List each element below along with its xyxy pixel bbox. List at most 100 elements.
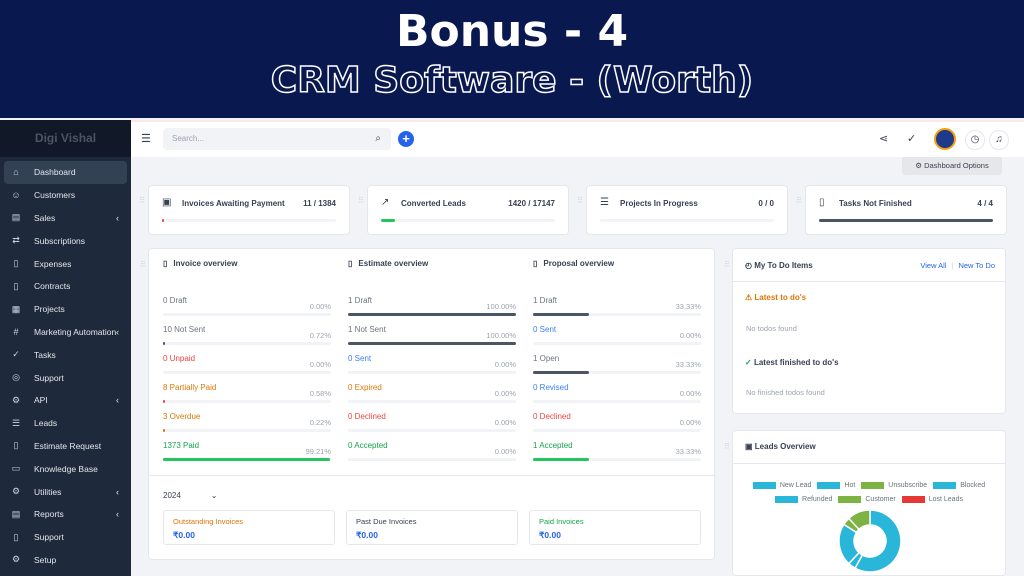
- drag-handle-icon[interactable]: ⠿: [724, 260, 730, 269]
- stat-card[interactable]: ↗ Converted Leads 1420 / 17147: [367, 185, 569, 235]
- row-progress-bar: [533, 400, 701, 403]
- sidebar-item-projects[interactable]: ▦ Projects: [4, 298, 127, 321]
- donut-slice-new-lead[interactable]: [854, 509, 902, 573]
- overview-row[interactable]: 0 Declined 0.00%: [348, 403, 516, 432]
- summary-box[interactable]: Paid Invoices ₹0.00: [529, 510, 701, 545]
- legend-item[interactable]: Refunded: [775, 493, 832, 506]
- legend-item[interactable]: New Lead: [752, 479, 811, 492]
- sidebar-item-label: Customers: [34, 190, 76, 201]
- menu-toggle-icon[interactable]: ☰: [141, 133, 151, 145]
- check-icon[interactable]: ✓: [907, 133, 917, 145]
- sidebar-item-reports[interactable]: ▤ Reports ‹: [4, 503, 127, 526]
- check-circle-icon: ✓: [12, 349, 20, 360]
- row-label: 1 Accepted: [533, 441, 573, 450]
- summary-label: Past Due Invoices: [356, 517, 417, 526]
- sidebar-item-label: Sales: [34, 212, 56, 223]
- row-progress-bar: [163, 400, 331, 403]
- legend-item[interactable]: Unsubscribe: [861, 479, 927, 492]
- overview-row[interactable]: 0 Unpaid 0.00%: [163, 345, 331, 374]
- stat-card[interactable]: ▯ Tasks Not Finished 4 / 4: [805, 185, 1007, 235]
- legend-swatch: [775, 496, 799, 503]
- drag-handle-icon[interactable]: ⠿: [724, 442, 730, 451]
- drag-handle-icon[interactable]: ⠿: [140, 260, 146, 269]
- sidebar-item-estimate-request[interactable]: ▯ Estimate Request: [4, 435, 127, 458]
- sidebar-item-utilities[interactable]: ⚙ Utilities ‹: [4, 480, 127, 503]
- stat-icon: ☰: [600, 197, 609, 208]
- sidebar-item-contracts[interactable]: ▯ Contracts: [4, 275, 127, 298]
- overview-row[interactable]: 1373 Paid 99.21%: [163, 432, 331, 461]
- sidebar-item-support[interactable]: ▯ Support: [4, 526, 127, 549]
- dashboard-options-button[interactable]: ⚙ Dashboard Options: [902, 157, 1002, 175]
- drag-handle-icon[interactable]: ⠿: [358, 196, 364, 205]
- legend-item[interactable]: Hot: [817, 479, 855, 492]
- overview-row[interactable]: 0 Revised 0.00%: [533, 374, 701, 403]
- summary-box[interactable]: Outstanding Invoices ₹0.00: [163, 510, 335, 545]
- file-icon: ▯: [13, 258, 19, 269]
- new-todo-link[interactable]: New To Do: [958, 261, 995, 270]
- chevron-left-icon: ‹: [116, 486, 119, 497]
- finished-todos-text: Latest finished to do's: [753, 358, 839, 367]
- latest-todos-heading: ⚠ Latest to do's: [745, 293, 807, 302]
- folder-icon: ▭: [11, 463, 21, 474]
- sidebar-item-support[interactable]: ◎ Support: [4, 366, 127, 389]
- overview-row[interactable]: 0 Accepted 0.00%: [348, 432, 516, 461]
- bell-icon[interactable]: ♫: [989, 130, 1009, 150]
- overview-row[interactable]: 8 Partially Paid 0.58%: [163, 374, 331, 403]
- sidebar-item-sales[interactable]: ▤ Sales ‹: [4, 207, 127, 230]
- stat-icon: ▣: [162, 197, 172, 208]
- sidebar-item-api[interactable]: ⚙ API ‹: [4, 389, 127, 412]
- overview-row[interactable]: 0 Expired 0.00%: [348, 374, 516, 403]
- overview-row[interactable]: 0 Sent 0.00%: [533, 316, 701, 345]
- sidebar-item-knowledge-base[interactable]: ▭ Knowledge Base: [4, 457, 127, 480]
- summary-box[interactable]: Past Due Invoices ₹0.00: [346, 510, 518, 545]
- hash-icon: #: [13, 326, 19, 337]
- overview-row[interactable]: 0 Draft 0.00%: [163, 287, 331, 316]
- search-input[interactable]: Search... ⌕: [163, 128, 391, 150]
- overview-row[interactable]: 3 Overdue 0.22%: [163, 403, 331, 432]
- sidebar-item-dashboard[interactable]: ⌂ Dashboard: [4, 161, 127, 184]
- sidebar-item-setup[interactable]: ⚙ Setup: [4, 549, 127, 572]
- sidebar-item-marketing-automation[interactable]: # Marketing Automation ‹: [4, 321, 127, 344]
- overview-row[interactable]: 10 Not Sent 0.72%: [163, 316, 331, 345]
- share-icon[interactable]: ⋖: [879, 133, 889, 145]
- row-percent: 33.33%: [675, 302, 701, 311]
- overview-row[interactable]: 0 Sent 0.00%: [348, 345, 516, 374]
- overview-row[interactable]: 0 Declined 0.00%: [533, 403, 701, 432]
- legend-item[interactable]: Blocked: [933, 479, 985, 492]
- chevron-left-icon: ‹: [116, 326, 119, 337]
- donut-slice-customer[interactable]: [847, 509, 871, 531]
- overview-row[interactable]: 1 Open 33.33%: [533, 345, 701, 374]
- sidebar-item-customers[interactable]: ☺ Customers: [4, 184, 127, 207]
- stat-value: 4 / 4: [977, 199, 993, 208]
- overview-row[interactable]: 1 Draft 100.00%: [348, 287, 516, 316]
- sidebar-item-tasks[interactable]: ✓ Tasks: [4, 343, 127, 366]
- drag-handle-icon[interactable]: ⠿: [577, 196, 583, 205]
- leads-overview-card: ▣ Leads Overview New Lead Hot Unsubscribe B…: [732, 430, 1006, 576]
- view-all-link[interactable]: View All: [920, 261, 947, 270]
- row-label: 0 Declined: [533, 412, 571, 421]
- clock-icon[interactable]: ◷: [965, 130, 985, 150]
- sidebar-item-label: Support: [34, 372, 64, 383]
- quick-create-button[interactable]: +: [398, 131, 414, 147]
- legend-item[interactable]: Customer: [838, 493, 896, 506]
- avatar[interactable]: [934, 128, 956, 150]
- stat-value: 1420 / 17147: [508, 199, 555, 208]
- sidebar-item-expenses[interactable]: ▯ Expenses: [4, 252, 127, 275]
- overview-row[interactable]: 1 Not Sent 100.00%: [348, 316, 516, 345]
- legend-item[interactable]: Lost Leads: [901, 493, 963, 506]
- year-select[interactable]: 2024 ⌄: [163, 491, 218, 500]
- sidebar-item-subscriptions[interactable]: ⇄ Subscriptions: [4, 229, 127, 252]
- drag-handle-icon[interactable]: ⠿: [139, 196, 145, 205]
- legend-swatch: [933, 482, 957, 489]
- stat-card[interactable]: ▣ Invoices Awaiting Payment 11 / 1384: [148, 185, 350, 235]
- overview-row[interactable]: 1 Accepted 33.33%: [533, 432, 701, 461]
- stat-progress-bar: [819, 219, 993, 222]
- stat-card[interactable]: ☰ Projects In Progress 0 / 0: [586, 185, 788, 235]
- row-progress-bar: [348, 429, 516, 432]
- stat-progress-bar: [162, 219, 336, 222]
- drag-handle-icon[interactable]: ⠿: [796, 196, 802, 205]
- search-icon[interactable]: ⌕: [375, 133, 381, 144]
- sidebar-item-leads[interactable]: ☰ Leads: [4, 412, 127, 435]
- overview-row[interactable]: 1 Draft 33.33%: [533, 287, 701, 316]
- row-label: 0 Accepted: [348, 441, 388, 450]
